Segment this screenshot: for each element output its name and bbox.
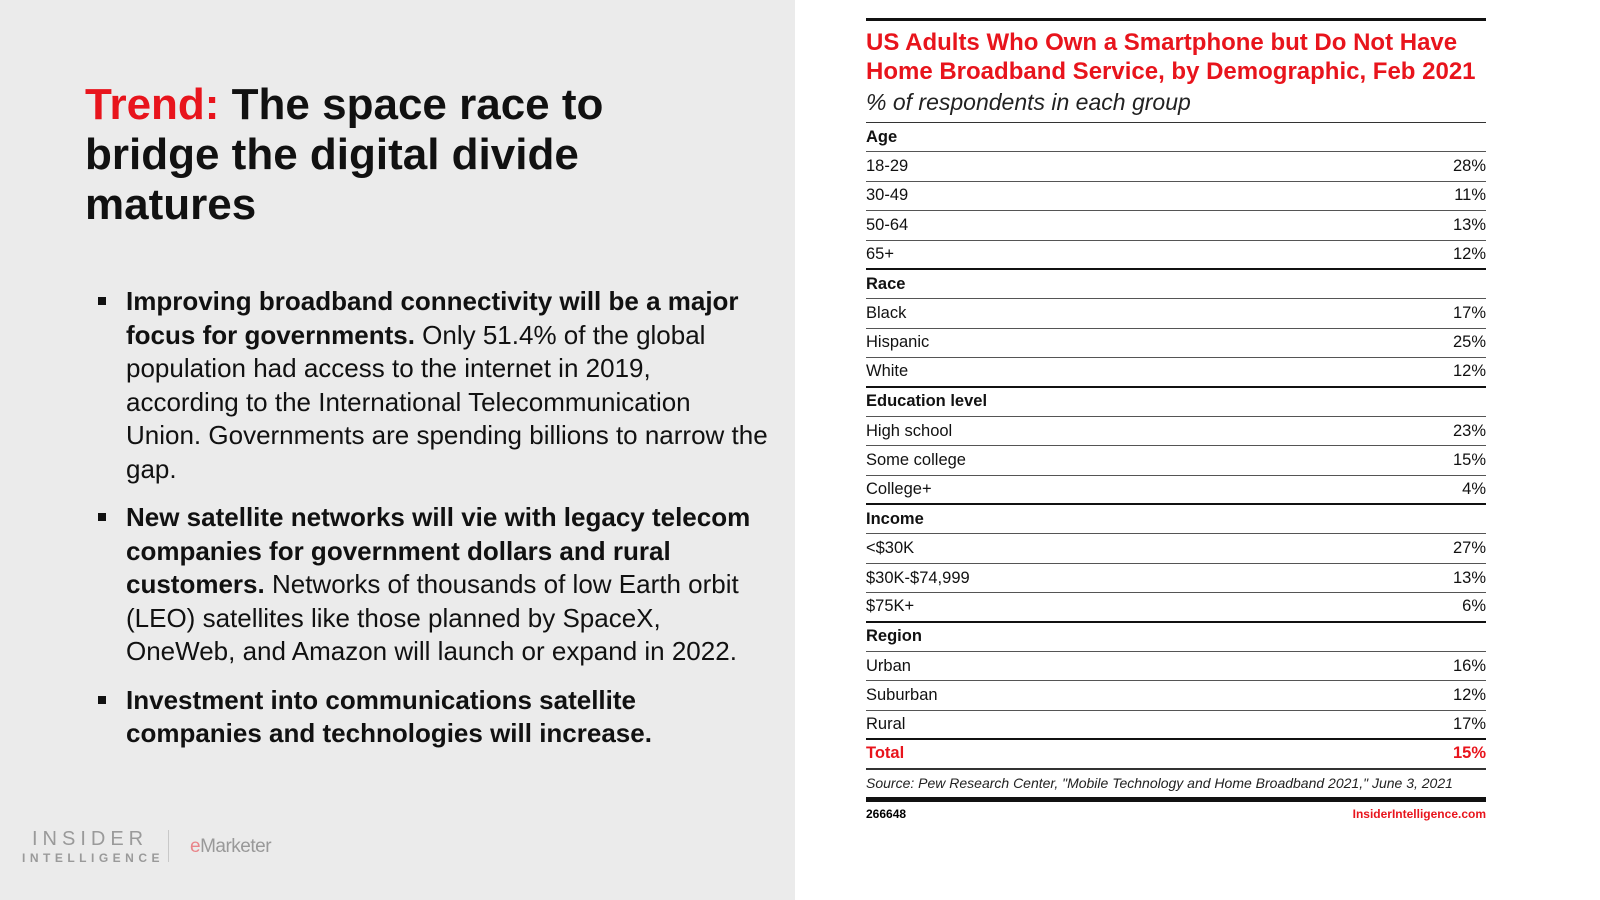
- row-label: $30K-$74,999: [866, 568, 970, 587]
- bullet-item: Improving broadband connectivity will be…: [98, 285, 768, 486]
- site-link[interactable]: InsiderIntelligence.com: [1352, 806, 1486, 821]
- chart-footer: 266648 InsiderIntelligence.com: [866, 807, 1486, 821]
- row-label: Rural: [866, 715, 906, 733]
- table-section-header: Education level: [866, 388, 1486, 417]
- table-row: Some college 15%: [866, 446, 1486, 476]
- table-body: Age 18-29 28% 30-49 11% 50-64 13% 65+ 12% Race Bla…: [866, 123, 1486, 770]
- row-label: 30-49: [866, 186, 909, 205]
- row-value: 25%: [1452, 333, 1486, 352]
- slide-text-panel: Trend: The space race to bridge the digi…: [0, 0, 795, 900]
- table-row: White 12%: [866, 358, 1486, 388]
- table-row: College+ 4%: [866, 476, 1486, 506]
- table-section-header: Race: [866, 270, 1486, 300]
- table-row: 30-49 11%: [866, 182, 1486, 212]
- bullet-list: Improving broadband connectivity will be…: [98, 285, 768, 766]
- row-label: College+: [866, 479, 932, 498]
- chart-id: 266648: [866, 806, 907, 821]
- logo-marketer: Marketer: [200, 836, 272, 857]
- row-label: Suburban: [866, 686, 938, 705]
- bullet-item: Investment into communications satellite…: [98, 684, 768, 751]
- bullet-bold: Investment into communications satellite…: [126, 684, 652, 749]
- row-label: 18-29: [866, 157, 909, 176]
- row-label: High school: [866, 421, 953, 440]
- table-total-row: Total 15%: [866, 740, 1486, 770]
- row-value: 16%: [1452, 656, 1486, 675]
- row-value: 23%: [1452, 421, 1486, 440]
- row-label: Age: [866, 127, 898, 146]
- row-value: 12%: [1452, 362, 1486, 381]
- bullet-bold: New satellite networks will vie with leg…: [126, 502, 751, 599]
- logo-line2: INTELLIGENCE: [22, 851, 165, 865]
- table-row: Rural 17%: [866, 711, 1486, 741]
- table-row: Black 17%: [866, 299, 1486, 329]
- row-label: <$30K: [866, 539, 915, 558]
- title-label: Trend:: [85, 80, 220, 129]
- chart-subtitle: % of respondents in each group: [866, 89, 1486, 123]
- table-section-header: Income: [866, 505, 1486, 535]
- bullet-bold: Improving broadband connectivity will be…: [126, 286, 739, 350]
- row-value: 15%: [1452, 744, 1486, 763]
- bullet-text: Networks of thousands of low Earth orbit…: [126, 569, 739, 666]
- table-section-header: Age: [866, 123, 1486, 153]
- logo-line1: INSIDER: [32, 828, 149, 850]
- row-label: Hispanic: [866, 333, 930, 352]
- row-label: Total: [866, 744, 905, 763]
- row-value: 13%: [1452, 215, 1486, 234]
- table-row: Hispanic 25%: [866, 329, 1486, 359]
- row-label: 65+: [866, 244, 894, 263]
- table-row: Urban 16%: [866, 652, 1486, 682]
- row-label: Urban: [866, 656, 911, 675]
- logo-divider: [168, 830, 169, 862]
- row-value: 11%: [1454, 186, 1486, 205]
- row-label: $75K+: [866, 597, 915, 616]
- table-row: 18-29 28%: [866, 152, 1486, 182]
- row-value: 28%: [1452, 157, 1486, 176]
- table-row: High school 23%: [866, 417, 1486, 447]
- row-label: Some college: [866, 450, 966, 469]
- source-note: Source: Pew Research Center, "Mobile Tec…: [866, 775, 1486, 802]
- row-value: 4%: [1462, 479, 1486, 498]
- row-value: 13%: [1452, 568, 1486, 587]
- bullet-text: Only 51.4% of the global population had …: [126, 319, 768, 484]
- row-label: Race: [866, 274, 906, 293]
- row-value: 27%: [1452, 539, 1486, 558]
- row-label: White: [866, 362, 909, 381]
- row-label: 50-64: [866, 215, 909, 234]
- table-section-header: Region: [866, 623, 1486, 653]
- row-label: Region: [866, 627, 922, 646]
- table-row: $75K+ 6%: [866, 593, 1486, 623]
- row-value: 12%: [1452, 244, 1486, 263]
- slide-title: Trend: The space race to bridge the digi…: [85, 80, 725, 230]
- table-row: 65+ 12%: [866, 241, 1486, 270]
- emarketer-logo: eMarketer: [190, 836, 272, 858]
- row-value: 17%: [1452, 304, 1486, 323]
- table-row: $30K-$74,999 13%: [866, 564, 1486, 594]
- data-table-chart: US Adults Who Own a Smartphone but Do No…: [866, 18, 1486, 821]
- table-row: <$30K 27%: [866, 534, 1486, 564]
- row-label: Income: [866, 509, 924, 528]
- row-value: 6%: [1462, 597, 1486, 616]
- row-value: 15%: [1452, 450, 1486, 469]
- row-label: Education level: [866, 392, 988, 411]
- row-value: 12%: [1452, 686, 1486, 705]
- row-value: 17%: [1452, 715, 1486, 733]
- insider-intelligence-logo: INSIDER INTELLIGENCE: [22, 828, 164, 865]
- logo-e: e: [190, 836, 201, 857]
- row-label: Black: [866, 304, 907, 323]
- chart-title: US Adults Who Own a Smartphone but Do No…: [866, 29, 1476, 85]
- bullet-item: New satellite networks will vie with leg…: [98, 501, 768, 669]
- table-row: 50-64 13%: [866, 211, 1486, 241]
- top-rule: [866, 18, 1486, 21]
- title-text: The space race to bridge the digital div…: [85, 80, 604, 229]
- table-row: Suburban 12%: [866, 681, 1486, 711]
